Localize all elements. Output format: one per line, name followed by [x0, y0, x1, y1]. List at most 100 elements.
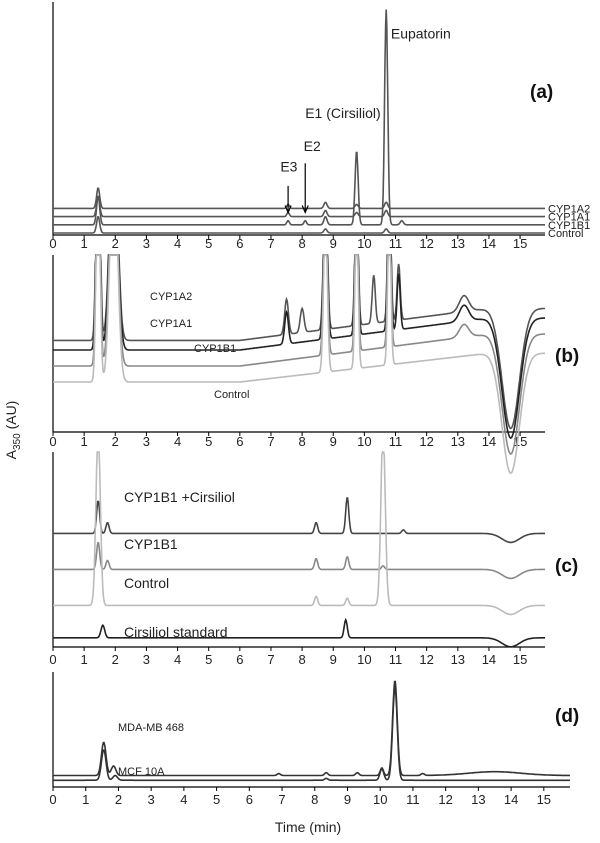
panel-a: 0 1 2 3 4 5 6 7 8 9 10 11 12 13 14 15CYP1A2CYP1A1CYP1B1…	[49, 2, 590, 251]
x-tick-label: 14	[504, 792, 518, 807]
x-tick-label: 13	[451, 652, 465, 667]
x-tick-label: 11	[389, 652, 403, 667]
x-tick-label: 12	[419, 652, 433, 667]
series-line-cirsiliol-standard	[53, 617, 545, 648]
x-tick-label: 0	[49, 434, 56, 449]
peak-annotation: E2	[304, 138, 321, 154]
x-axis-title: Time (min)	[275, 819, 341, 835]
arrow-head	[284, 205, 292, 215]
series-label: MCF 10A	[118, 766, 165, 778]
x-tick-label: 11	[389, 236, 403, 251]
x-tick-label: 14	[482, 652, 496, 667]
x-tick-label: 12	[438, 792, 452, 807]
x-tick-label: 10	[357, 236, 371, 251]
x-tick-label: 15	[513, 652, 527, 667]
x-tick-label: 10	[373, 792, 387, 807]
panel-label: (b)	[555, 346, 579, 367]
panel-b: 0 1 2 3 4 5 6 7 8 9 10 11 12 13 14 15CYP1A2CYP1A1CYP1B1…	[49, 254, 579, 475]
x-tick-label: 0	[49, 652, 56, 667]
x-tick-label: 4	[174, 434, 181, 449]
x-tick-label: 14	[482, 236, 496, 251]
x-tick-label: 13	[451, 236, 465, 251]
peak-annotation: E3	[280, 159, 297, 175]
x-tick-label: 14	[482, 434, 496, 449]
x-tick-label: 8	[311, 792, 318, 807]
x-tick-label: 6	[236, 236, 243, 251]
series-line-control	[53, 451, 545, 616]
series-line-cyp1b1-cirsiliol	[53, 497, 545, 544]
x-tick-label: 5	[213, 792, 220, 807]
x-tick-label: 7	[278, 792, 285, 807]
series-label: CYP1A2	[548, 203, 590, 215]
x-tick-label: 11	[389, 434, 403, 449]
series-label: CYP1B1 +Cirsiliol	[124, 489, 235, 505]
series-label: CYP1B1	[194, 343, 236, 355]
series-line-cyp1b1	[53, 9, 545, 226]
series-line-cyp1a2	[53, 187, 545, 210]
x-tick-label: 12	[419, 434, 433, 449]
x-tick-label: 7	[267, 236, 274, 251]
series-label: CYP1B1	[548, 220, 590, 232]
x-tick-label: 5	[205, 236, 212, 251]
series-label: Control	[548, 228, 583, 240]
arrow-head	[301, 205, 309, 215]
x-tick-label: 10	[357, 434, 371, 449]
y-axis-title: A350 (AU)	[3, 401, 23, 460]
x-tick-label: 3	[143, 434, 150, 449]
series-label: Control	[124, 575, 169, 591]
series-line-mcf-10a	[53, 687, 570, 782]
series-line-cyp1b1	[53, 254, 545, 455]
x-tick-label: 9	[330, 236, 337, 251]
x-tick-label: 1	[81, 652, 88, 667]
series-line-control	[53, 254, 545, 475]
x-tick-label: 10	[357, 652, 371, 667]
series-line-cyp1a2	[53, 254, 545, 430]
x-tick-label: 1	[81, 236, 88, 251]
x-tick-label: 5	[205, 652, 212, 667]
panel-label: (a)	[530, 82, 553, 103]
x-tick-label: 4	[174, 236, 181, 251]
series-line-cyp1a1	[53, 195, 545, 218]
series-label: MDA-MB 468	[118, 722, 184, 734]
panel-label: (d)	[555, 706, 579, 727]
series-label: CYP1A2	[150, 291, 192, 303]
series-label: Cirsiliol standard	[124, 624, 227, 640]
x-tick-label: 0	[49, 792, 56, 807]
x-tick-label: 9	[330, 652, 337, 667]
x-tick-label: 0	[49, 236, 56, 251]
series-label: Control	[214, 389, 249, 401]
x-tick-label: 4	[174, 652, 181, 667]
x-tick-label: 15	[537, 792, 551, 807]
x-tick-label: 11	[406, 792, 420, 807]
series-line-cyp1b1	[53, 542, 545, 580]
x-tick-label: 2	[112, 652, 119, 667]
x-tick-label: 12	[419, 236, 433, 251]
x-tick-label: 2	[112, 434, 119, 449]
x-tick-label: 1	[82, 792, 89, 807]
series-line-mda-mb-468	[53, 680, 570, 777]
series-label: CYP1B1	[124, 536, 178, 552]
peak-annotation: Eupatorin	[391, 25, 451, 41]
x-tick-label: 15	[513, 236, 527, 251]
peak-annotation: E1 (Cirsiliol)	[305, 105, 380, 121]
x-tick-label: 3	[148, 792, 155, 807]
x-tick-label: 8	[298, 434, 305, 449]
x-tick-label: 13	[471, 792, 485, 807]
x-tick-label: 5	[205, 434, 212, 449]
series-line-cyp1a1	[53, 254, 545, 439]
x-tick-label: 8	[298, 652, 305, 667]
x-tick-label: 1	[81, 434, 88, 449]
x-tick-label: 2	[112, 236, 119, 251]
x-tick-label: 6	[246, 792, 253, 807]
x-tick-label: 8	[298, 236, 305, 251]
x-tick-label: 13	[451, 434, 465, 449]
x-tick-label: 3	[143, 652, 150, 667]
series-label: CYP1A1	[150, 318, 192, 330]
x-tick-label: 7	[267, 652, 274, 667]
x-tick-label: 7	[267, 434, 274, 449]
series-line-control	[53, 216, 545, 234]
x-tick-label: 6	[236, 652, 243, 667]
